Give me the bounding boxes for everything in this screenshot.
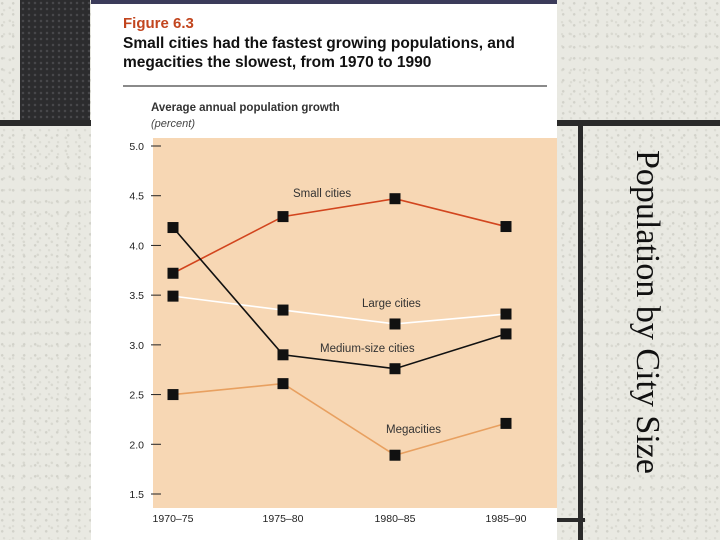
data-point — [389, 449, 401, 461]
decorative-bar-left — [0, 120, 91, 126]
data-point — [500, 417, 512, 429]
data-point — [277, 304, 289, 316]
x-tick-label: 1985–90 — [486, 513, 527, 525]
decorative-dark-block — [20, 0, 90, 125]
figure-number: Figure 6.3 — [123, 15, 194, 32]
decorative-bar-right — [557, 120, 720, 126]
data-point — [167, 267, 179, 279]
data-point — [389, 318, 401, 330]
data-point — [500, 328, 512, 340]
x-tick-label: 1975–80 — [263, 513, 304, 525]
y-axis-label: Average annual population growth — [151, 102, 340, 114]
data-point — [277, 378, 289, 390]
data-point — [277, 211, 289, 223]
y-tick-label: 3.5 — [129, 290, 144, 302]
data-point — [389, 363, 401, 375]
x-tick-label: 1980–85 — [375, 513, 416, 525]
data-point — [277, 349, 289, 361]
series-label: Small cities — [293, 188, 351, 200]
slide-title: Population by City Size — [629, 150, 666, 474]
data-point — [500, 308, 512, 320]
data-point — [167, 290, 179, 302]
y-tick-label: 4.0 — [129, 240, 144, 252]
chart-figure: Figure 6.3 Small cities had the fastest … — [91, 0, 557, 540]
y-tick-label: 2.0 — [129, 439, 144, 451]
plot-area — [153, 138, 557, 508]
data-point — [167, 389, 179, 401]
chart-title: Small cities had the fastest growing pop… — [123, 35, 515, 71]
series-line — [172, 382, 507, 457]
data-point — [167, 222, 179, 234]
series-label: Medium-size cities — [320, 343, 415, 355]
decorative-vertical-bar — [578, 120, 583, 540]
data-point — [500, 221, 512, 233]
y-tick-label: 5.0 — [129, 141, 144, 153]
x-tick-label: 1970–75 — [153, 513, 194, 525]
y-tick-label: 1.5 — [129, 489, 144, 501]
figure-top-border — [91, 0, 557, 4]
series-line — [172, 227, 507, 370]
series-line — [172, 295, 507, 325]
title-divider — [123, 85, 547, 87]
series-label: Large cities — [362, 298, 421, 310]
data-point — [389, 193, 401, 205]
line-chart: 1.5 2.0 2.5 3.0 3.5 4.0 4.5 5.0 1970–75 1975–80 19… — [129, 138, 557, 525]
y-tick-label: 4.5 — [129, 191, 144, 203]
y-tick-label: 3.0 — [129, 340, 144, 352]
y-tick-label: 2.5 — [129, 390, 144, 402]
y-axis-unit: (percent) — [151, 118, 196, 130]
series-label: Megacities — [386, 424, 441, 436]
decorative-bottom-bar — [557, 518, 585, 522]
series-line — [172, 197, 507, 274]
